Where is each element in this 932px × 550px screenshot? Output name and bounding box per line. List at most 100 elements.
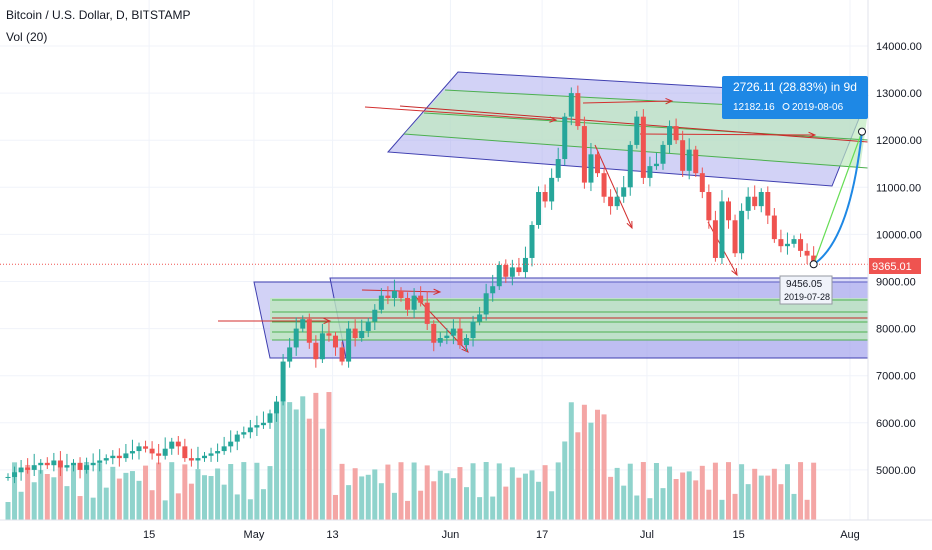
candle [627,141,633,196]
candle-body [483,293,489,315]
candle [745,187,751,220]
volume-bar [195,469,201,520]
volume-bar [424,465,430,520]
candle [156,443,162,465]
candle [391,279,397,307]
volume-indicator-label[interactable]: Vol (20) [6,30,48,44]
volume-bar [418,490,424,520]
candle [215,443,221,462]
channel-line [403,133,869,169]
x-tick-label: Jul [640,529,654,541]
volume-bar [712,462,718,520]
candle-body [601,173,607,197]
candle-body [175,441,181,447]
candle [798,233,804,258]
volume-bar [529,470,535,520]
volume-bar [175,493,181,520]
candle-body [660,144,666,164]
candle [601,167,607,203]
target-callout[interactable]: 2726.11 (28.83%) in 9d 12182.16 2019-08-… [722,76,868,119]
candle-body [555,159,561,178]
trend-arrow-head [549,116,558,123]
volume-bar [457,467,463,520]
candle-body [280,361,286,402]
candle-body [169,441,175,449]
volume-bar [44,474,50,520]
volume-bar [555,462,561,520]
volume-bar [614,467,620,520]
candle-body [477,314,483,322]
volume-bar [77,496,83,520]
candle-body [509,267,515,277]
candle-body [765,192,771,216]
candle [483,283,489,321]
volume-bar [103,487,109,520]
candle-body [202,455,207,459]
candle [562,112,568,166]
volume-bar [549,491,555,520]
candle-body [411,295,417,310]
channel-midline [399,105,869,143]
volume-bar [608,476,614,520]
candle-body [595,154,600,174]
base-price-callout: 9456.05 2019-07-28 [779,275,833,305]
volume-bar [169,462,175,520]
candle-body [116,455,122,459]
candle [51,452,57,472]
volume-bar [621,485,627,520]
candle-body [267,413,273,423]
candle [143,440,149,453]
candle-body [260,422,266,426]
volume-bar [640,462,646,520]
candle [418,286,424,307]
candle-body [38,462,44,466]
candle [372,304,378,331]
candle-body [745,196,751,211]
volume-bar [333,494,338,520]
candle [313,335,319,368]
candlesticks [5,85,817,484]
volume-bar [778,484,784,520]
candle-body [431,323,437,343]
candle-body [798,239,804,251]
candle-body [208,453,214,456]
volume-bar [522,473,528,520]
candle [653,152,659,170]
candle-body [162,448,168,456]
candle-body [274,401,280,414]
volume-bar [431,481,437,520]
candle [804,243,810,265]
candle-body [195,458,201,461]
volume-bar [398,462,404,520]
candle-body [784,243,790,247]
volume-bar [391,492,397,520]
volume-bar [450,478,456,520]
volume-bar [765,475,771,520]
candle-body [640,116,646,178]
candle [306,313,312,349]
candle-body [522,257,528,273]
candle-body [313,342,319,360]
candle-body [516,267,522,273]
volume-bar [260,489,266,520]
candle [522,246,528,279]
candle [333,331,338,356]
base-price-text: 9456.05 [786,279,823,290]
candle-body [568,93,574,117]
candle [608,189,614,215]
candle-body [306,319,312,343]
candle-body [300,319,306,329]
candle-body [346,328,352,362]
candle-body [719,201,725,258]
volume-bar [208,476,214,520]
candle [529,221,535,267]
candle [588,143,594,192]
candle [411,288,417,319]
candle-body [385,295,391,298]
candle-body [18,467,24,473]
volume-bar [221,484,227,520]
candle-body [804,250,810,256]
candle [555,147,561,182]
